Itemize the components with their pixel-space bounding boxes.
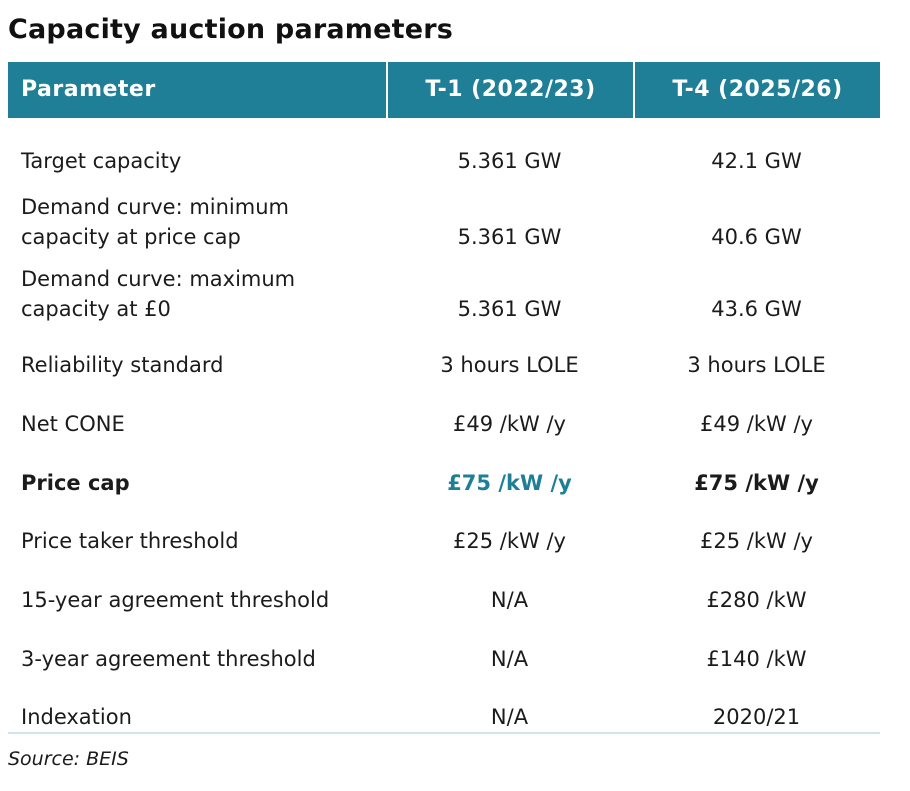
table-row: Net CONE £49 /kW /y £49 /kW /y: [8, 394, 880, 453]
row-t1-value: N/A: [490, 587, 529, 612]
row-t1-value: N/A: [490, 646, 529, 671]
row-t4-value: £49 /kW /y: [700, 411, 813, 436]
row-t1-value-highlight: £75 /kW /y: [447, 470, 572, 495]
row-t1-value: 5.361 GW: [457, 225, 562, 249]
table-row: Indexation N/A 2020/21: [8, 688, 880, 746]
row-parameter: Reliability standard: [21, 353, 224, 377]
table-header: Parameter T-1 (2022/23) T-4 (2025/26): [8, 62, 880, 118]
table-row: 15-year agreement threshold N/A £280 /kW: [8, 570, 880, 629]
row-t4-value: £75 /kW /y: [694, 470, 819, 495]
page-title: Capacity auction parameters: [8, 14, 454, 45]
table-bottom-divider: [8, 732, 880, 734]
row-t4-value: 2020/21: [712, 705, 801, 729]
row-t4-value: 42.1 GW: [711, 149, 802, 173]
row-t4-value: £280 /kW: [706, 587, 807, 612]
table-row: 3-year agreement threshold N/A £140 /kW: [8, 629, 880, 688]
row-parameter: Price cap: [21, 470, 130, 495]
row-parameter: Indexation: [21, 705, 132, 729]
row-parameter: Net CONE: [21, 411, 125, 436]
header-t4: T-4 (2025/26): [633, 62, 880, 118]
table-row: Demand curve: minimum capacity at price …: [8, 192, 880, 264]
row-t4-value: 40.6 GW: [711, 225, 802, 249]
row-parameter: Demand curve: maximum capacity at £0: [21, 267, 296, 321]
table-row: Reliability standard 3 hours LOLE 3 hour…: [8, 336, 880, 394]
table-row: Target capacity 5.361 GW 42.1 GW: [8, 118, 880, 192]
row-t1-value: N/A: [490, 705, 529, 729]
row-t1-value: 5.361 GW: [457, 297, 562, 321]
row-t1-value: £25 /kW /y: [453, 529, 566, 553]
table-row: Demand curve: maximum capacity at £0 5.3…: [8, 264, 880, 336]
table-row: Price taker threshold £25 /kW /y £25 /kW…: [8, 512, 880, 570]
row-parameter: 3-year agreement threshold: [21, 646, 316, 671]
row-t4-value: £25 /kW /y: [700, 529, 813, 553]
header-parameter: Parameter: [21, 77, 156, 102]
source-note: Source: BEIS: [8, 748, 129, 770]
row-t1-value: £49 /kW /y: [453, 411, 566, 436]
row-parameter: 15-year agreement threshold: [21, 587, 330, 612]
row-t1-value: 3 hours LOLE: [440, 353, 579, 377]
row-t1-value: 5.361 GW: [457, 149, 562, 173]
header-t1: T-1 (2022/23): [386, 62, 633, 118]
row-t4-value: 3 hours LOLE: [687, 353, 826, 377]
row-parameter: Demand curve: minimum capacity at price …: [21, 195, 289, 249]
parameters-table: Parameter T-1 (2022/23) T-4 (2025/26) Ta…: [8, 62, 880, 746]
row-parameter: Price taker threshold: [21, 529, 239, 553]
row-parameter: Target capacity: [21, 149, 182, 173]
row-t4-value: 43.6 GW: [711, 297, 802, 321]
row-t4-value: £140 /kW: [706, 646, 807, 671]
table-row-highlight: Price cap £75 /kW /y £75 /kW /y: [8, 453, 880, 512]
